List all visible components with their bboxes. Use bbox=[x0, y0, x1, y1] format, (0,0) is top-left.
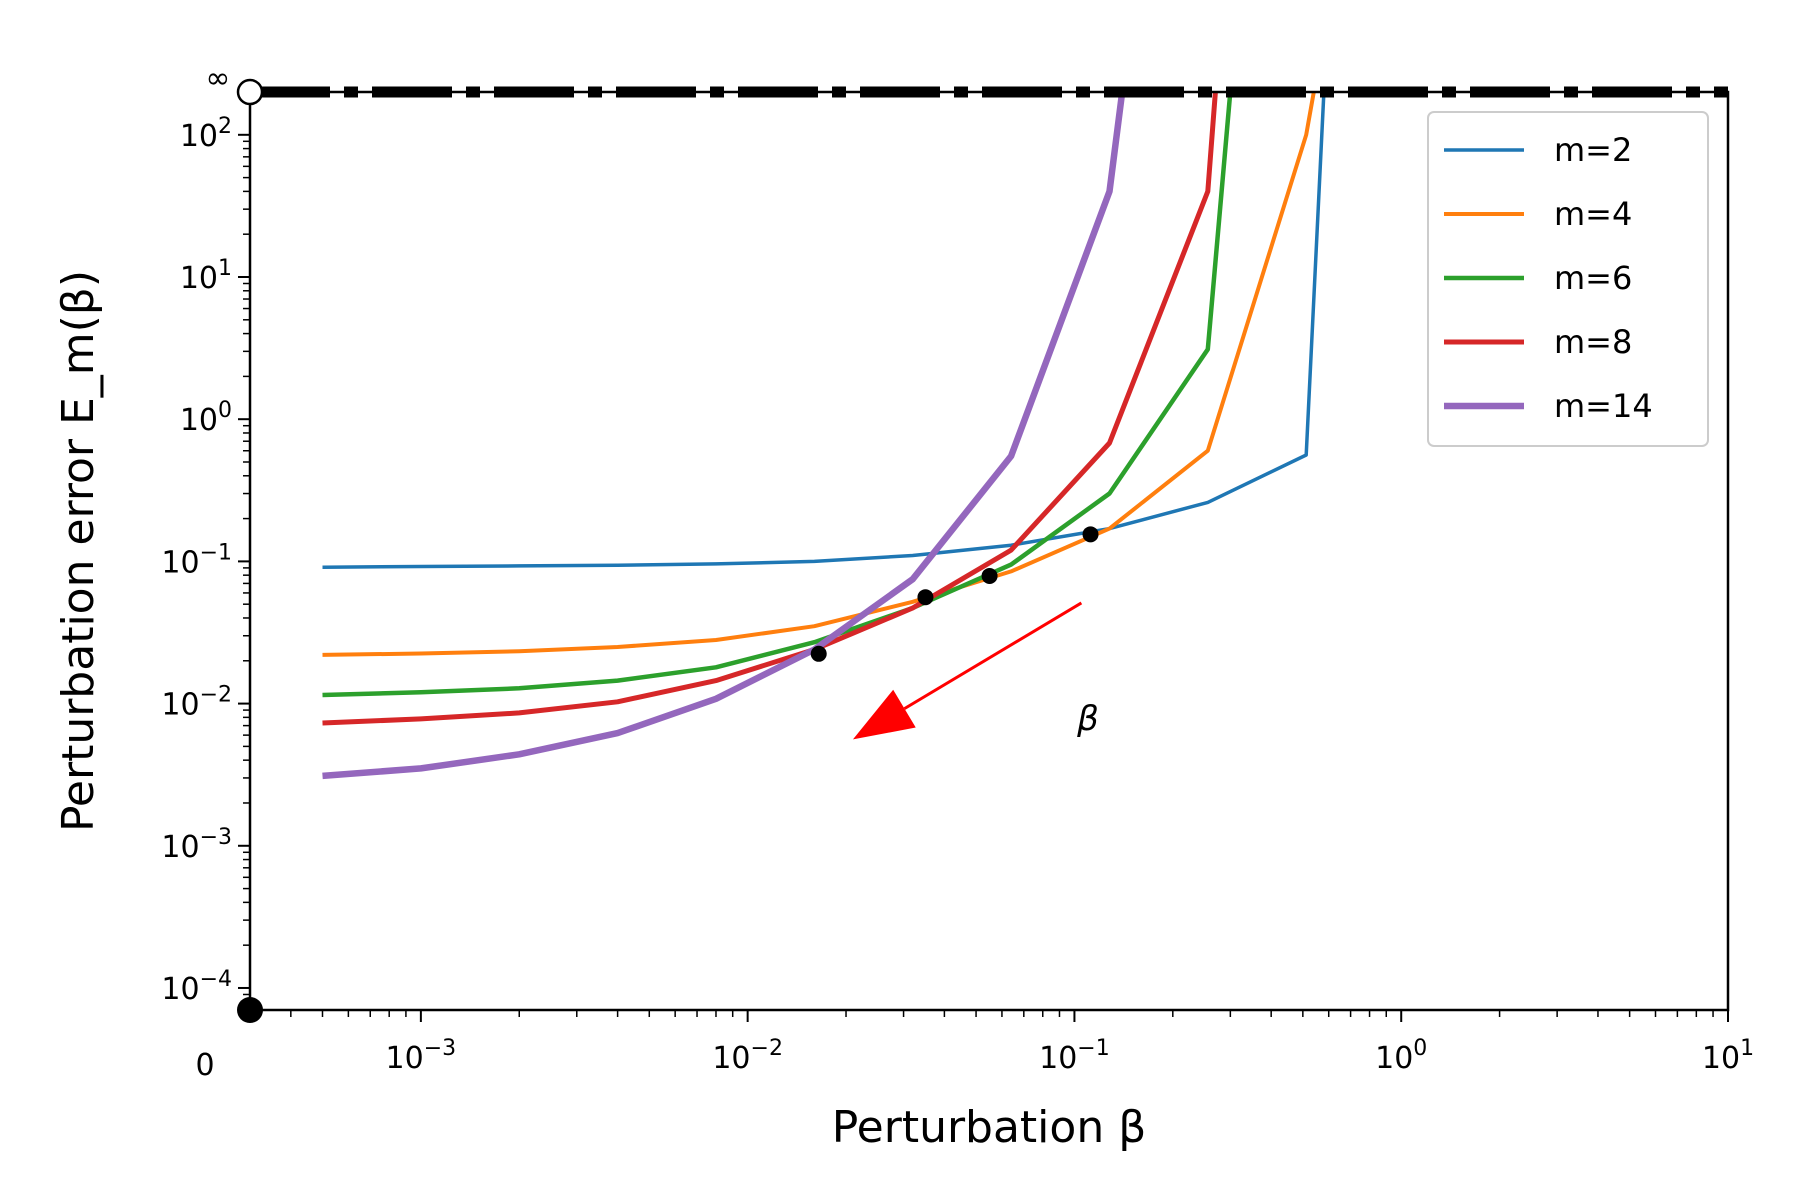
legend-label: m=4 bbox=[1554, 195, 1632, 233]
y-tick-label: 101 bbox=[180, 256, 232, 296]
series-line bbox=[322, 91, 1233, 698]
arrow-layer: β bbox=[852, 601, 1099, 740]
y-tick-label: 10−1 bbox=[161, 540, 232, 580]
y-tick-label: 100 bbox=[180, 398, 232, 438]
arrow-head bbox=[852, 689, 916, 740]
zero-marker bbox=[237, 997, 263, 1023]
x-tick-label: 10−3 bbox=[386, 1036, 457, 1076]
data-marker bbox=[1082, 526, 1099, 543]
arrow-shaft bbox=[903, 601, 1083, 710]
plot-area-frame bbox=[248, 90, 1730, 1012]
data-marker bbox=[810, 645, 827, 662]
y-tick-label: 10−3 bbox=[161, 825, 232, 865]
legend: m=2 m=4 m=6 m=8 m=14 bbox=[1427, 111, 1709, 447]
legend-label: m=2 bbox=[1554, 131, 1632, 169]
x-tick-label: 10−1 bbox=[1039, 1036, 1110, 1076]
x-tick-label: 100 bbox=[1375, 1036, 1427, 1076]
series-line bbox=[322, 91, 1316, 657]
markers-layer bbox=[810, 526, 1099, 662]
data-marker bbox=[917, 589, 934, 606]
legend-label: m=6 bbox=[1554, 259, 1632, 297]
zero-label: 0 bbox=[195, 1048, 214, 1083]
y-tick-label: 10−4 bbox=[161, 967, 232, 1007]
series-layer bbox=[322, 91, 1326, 780]
series-line bbox=[322, 91, 1326, 569]
y-axis-title: Perturbation error E_m(β) bbox=[53, 270, 104, 832]
axis-labels: 10−3 10−2 10−1 100 101 10−4 10−3 10−2 10−1 100 101… bbox=[53, 61, 1754, 1153]
series-line bbox=[322, 91, 1218, 726]
legend-label: m=14 bbox=[1554, 387, 1653, 425]
x-axis-title: Perturbation β bbox=[832, 1102, 1147, 1153]
data-marker bbox=[981, 567, 998, 584]
infinity-label: ∞ bbox=[206, 61, 231, 96]
y-tick-label: 102 bbox=[180, 114, 232, 154]
x-tick-label: 10−2 bbox=[712, 1036, 783, 1076]
infinity-marker bbox=[236, 78, 264, 106]
x-tick-label: 101 bbox=[1702, 1036, 1754, 1076]
legend-label: m=8 bbox=[1554, 323, 1632, 361]
y-tick-label: 10−2 bbox=[161, 683, 232, 723]
arrow-label: β bbox=[1076, 699, 1099, 739]
series-line bbox=[322, 91, 1126, 780]
legend-box bbox=[1427, 111, 1709, 447]
